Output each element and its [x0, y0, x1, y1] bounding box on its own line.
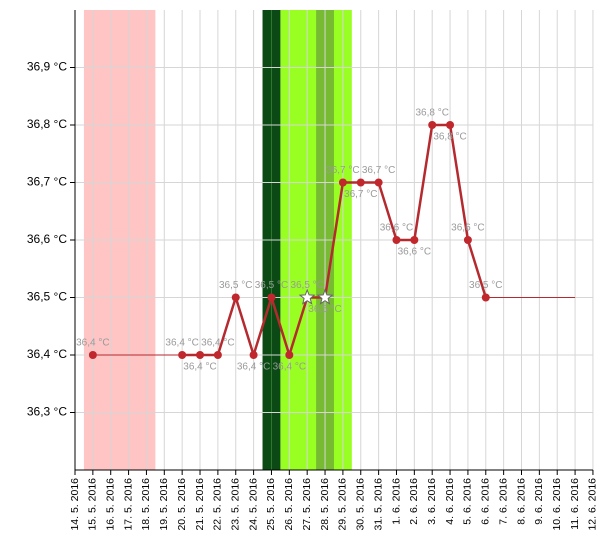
x-tick-label: 10. 6. 2016 [551, 478, 563, 531]
point [410, 236, 419, 244]
x-tick-label: 29. 5. 2016 [337, 478, 349, 531]
point [374, 178, 383, 187]
x-tick-label: 7. 6. 2016 [497, 478, 509, 525]
value-label: 36,6 °C [398, 247, 431, 258]
point [231, 293, 240, 302]
point [178, 351, 187, 359]
value-label: 36,7 °C [362, 165, 395, 176]
value-label: 36,4 °C [183, 362, 216, 373]
x-tick-label: 26. 5. 2016 [283, 478, 295, 531]
point [213, 351, 222, 359]
y-tick-label: 36,4 °C [27, 347, 67, 361]
point [463, 236, 472, 244]
y-tick-label: 36,7 °C [27, 175, 67, 189]
x-tick-label: 24. 5. 2016 [247, 478, 259, 531]
value-label: 36,7 °C [344, 189, 377, 200]
value-label: 36,7 °C [326, 165, 359, 176]
x-tick-label: 11. 6. 2016 [569, 478, 581, 530]
value-label: 36,5 °C [290, 280, 323, 291]
value-label: 36,5 °C [469, 280, 502, 291]
y-tick-label: 36,8 °C [27, 117, 67, 131]
x-tick-label: 15. 5. 2016 [87, 478, 99, 531]
value-label: 36,8 °C [415, 108, 448, 119]
point [338, 178, 347, 187]
x-tick-label: 27. 5. 2016 [301, 478, 313, 531]
value-label: 36,4 °C [273, 362, 306, 373]
x-tick-label: 2. 6. 2016 [408, 478, 420, 525]
star-point [298, 288, 316, 305]
x-tick-label: 25. 5. 2016 [265, 478, 277, 531]
value-label: 36,5 °C [308, 304, 341, 315]
value-label: 36,6 °C [380, 223, 413, 234]
x-tick-label: 17. 5. 2016 [122, 478, 134, 531]
x-tick-label: 22. 5. 2016 [212, 478, 224, 531]
point [88, 351, 97, 359]
value-label: 36,5 °C [219, 280, 252, 291]
connector-line [92, 297, 576, 356]
x-tick-label: 9. 6. 2016 [533, 478, 545, 525]
x-tick-label: 18. 5. 2016 [140, 478, 152, 531]
point [428, 121, 437, 129]
x-tick-label: 20. 5. 2016 [176, 478, 188, 531]
x-tick-label: 3. 6. 2016 [426, 478, 438, 525]
value-label: 36,5 °C [255, 280, 288, 291]
x-tick-label: 1. 6. 2016 [390, 478, 402, 525]
x-tick-label: 30. 5. 2016 [355, 478, 367, 531]
point [196, 351, 205, 359]
value-label: 36,4 °C [76, 338, 109, 349]
point [481, 293, 490, 302]
x-tick-label: 19. 5. 2016 [158, 478, 170, 531]
x-tick-label: 16. 5. 2016 [105, 478, 117, 531]
point [285, 351, 294, 359]
x-tick-label: 23. 5. 2016 [230, 478, 242, 531]
point [267, 293, 276, 302]
value-label: 36,6 °C [451, 223, 484, 234]
star-point [316, 288, 334, 305]
y-tick-label: 36,5 °C [27, 290, 67, 304]
point [446, 121, 455, 129]
y-tick-label: 36,3 °C [27, 405, 67, 419]
x-tick-label: 6. 6. 2016 [480, 478, 492, 525]
point [356, 178, 365, 187]
x-tick-label: 28. 5. 2016 [319, 478, 331, 531]
x-tick-label: 12. 6. 2016 [587, 478, 599, 531]
x-tick-label: 14. 5. 2016 [69, 478, 81, 531]
point [392, 236, 401, 244]
x-tick-label: 4. 6. 2016 [444, 478, 456, 525]
value-label: 36,4 °C [201, 338, 234, 349]
x-tick-label: 31. 5. 2016 [372, 478, 384, 531]
x-tick-label: 8. 6. 2016 [515, 478, 527, 525]
y-tick-label: 36,9 °C [27, 60, 67, 74]
value-label: 36,4 °C [237, 362, 270, 373]
value-label: 36,8 °C [433, 132, 466, 143]
y-tick-label: 36,6 °C [27, 232, 67, 246]
x-tick-label: 5. 6. 2016 [462, 478, 474, 525]
point [249, 351, 258, 359]
x-tick-label: 21. 5. 2016 [194, 478, 206, 531]
value-label: 36,4 °C [165, 338, 198, 349]
